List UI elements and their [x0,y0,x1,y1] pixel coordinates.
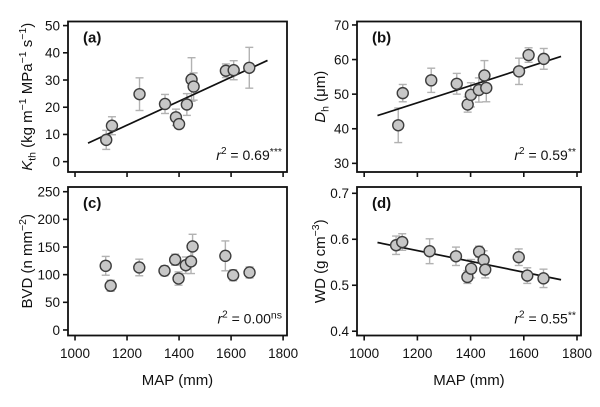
y-tick-label: 20 [45,100,60,115]
data-point [396,235,409,249]
data-point [243,61,256,74]
panel-1: 0 10 20 30 40 50 (a) r2 = 0.69*** Kth (kg m−1 MP… [17,18,288,177]
data-point [186,240,199,253]
data-point [168,253,182,266]
y-tick-label: 0.7 [330,186,349,201]
x-axis-label: MAP (mm) [142,372,213,389]
y-tick-label: 30 [45,73,60,88]
data-point [521,269,534,282]
y-tick-label: 10 [45,127,60,142]
r2-annotation: r2 = 0.55** [514,310,576,327]
data-point [100,133,113,147]
data-point [158,264,171,277]
data-point [392,119,405,132]
data-point [133,261,146,274]
panel-label: (b) [372,30,391,47]
data-point [172,272,185,285]
y-tick-label: 60 [334,52,349,67]
data-point [99,259,112,273]
panel-label: (d) [372,195,391,212]
plot-frame [67,186,288,337]
y-tick-label: 0.5 [330,278,349,293]
data-point [425,74,438,87]
y-tick-label: 200 [37,212,60,227]
panel-label: (a) [83,30,101,47]
y-axis-label: Kth (kg m−1 MPa−1 s−1) [17,23,39,171]
x-tick-label: 1800 [268,346,298,361]
x-tick-label: 1400 [164,346,194,361]
data-point [133,87,146,101]
plot-frame [67,20,288,173]
data-point [423,245,436,258]
r2-annotation: r2 = 0.59** [514,146,576,163]
plot-frame [356,186,582,337]
r2-annotation: r2 = 0.00ns [217,310,282,327]
y-axis-label: BVD (n mm−2) [17,214,36,309]
x-axis-label: MAP (mm) [433,372,504,389]
y-tick-label: 150 [37,240,60,255]
r2-annotation: r2 = 0.69*** [216,146,282,163]
data-point [226,269,240,282]
data-point [105,119,119,132]
data-point [478,69,491,82]
y-tick-label: 40 [45,46,60,61]
data-point [104,279,117,292]
data-point [480,81,493,95]
y-tick-label: 250 [37,185,60,200]
x-tick-label: 1000 [60,346,90,361]
y-tick-label: 100 [37,267,60,282]
panel-4: 1000 1200 1400 1600 1800 0.4 0.5 0.6 0.7 (d) r2 = … [310,186,592,389]
y-tick-label: 70 [334,18,349,33]
y-tick-label: 0 [52,323,60,338]
y-axis-label: Dh (μm) [312,71,332,123]
x-tick-label: 1200 [112,346,142,361]
panel-3: 1000 1200 1400 1600 1800 0 50 100 150 200 250 (c) r2… [17,185,298,389]
data-point [512,65,526,78]
data-point [522,48,535,62]
data-point [449,250,463,263]
y-tick-label: 50 [45,18,60,33]
data-point [158,97,172,111]
data-point [219,249,232,263]
x-tick-label: 1600 [216,346,246,361]
data-point [479,263,492,276]
y-axis-label: WD (g cm−3) [310,219,329,303]
x-tick-label: 1400 [456,346,486,361]
trend-line [377,55,562,117]
data-point [227,64,240,77]
y-tick-label: 0 [52,154,60,169]
x-tick-label: 1200 [402,346,432,361]
x-tick-label: 1800 [562,346,592,361]
data-point [396,86,409,100]
data-point [537,52,550,66]
data-point [172,117,186,131]
x-tick-label: 1600 [509,346,539,361]
data-point [450,77,463,90]
y-tick-label: 40 [334,122,349,137]
data-point [180,98,194,111]
y-tick-label: 0.4 [330,324,349,339]
y-tick-label: 50 [45,295,60,310]
y-tick-label: 50 [334,87,349,102]
panel-2: 30 40 50 60 70 (b) r2 = 0.59** Dh (μm) [312,18,582,177]
y-tick-label: 30 [334,156,349,171]
data-point [464,262,478,275]
x-tick-label: 1000 [349,346,379,361]
data-point [184,255,198,268]
data-point [512,251,525,264]
data-point [187,80,200,93]
data-point [537,272,550,285]
y-tick-label: 0.6 [330,232,349,247]
data-point [243,266,256,279]
panel-label: (c) [83,195,101,212]
plot-frame [356,20,582,173]
